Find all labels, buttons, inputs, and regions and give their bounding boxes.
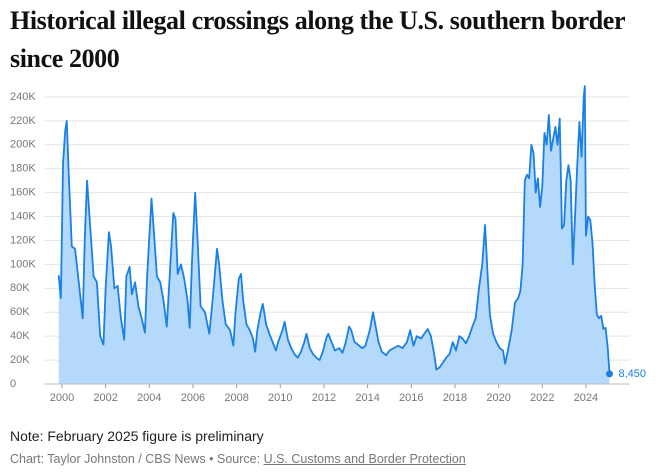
x-tick-label: 2024	[574, 392, 598, 404]
y-tick-label: 200K	[10, 139, 36, 151]
y-tick-label: 100K	[10, 258, 36, 270]
end-label: 8,450	[619, 368, 647, 380]
chart-title: Historical illegal crossings along the U…	[10, 6, 625, 73]
x-tick-label: 2000	[50, 392, 74, 404]
x-tick-label: 2020	[486, 392, 510, 404]
x-tick-label: 2022	[530, 392, 554, 404]
y-tick-label: 240K	[10, 91, 36, 103]
y-tick-label: 220K	[10, 115, 36, 127]
y-tick-label: 0	[10, 378, 16, 390]
chart: 0 20K 40K 60K 80K 100K 120K 140K 160K 180K 200K 220…	[10, 85, 647, 404]
y-tick-label: 140K	[10, 210, 36, 222]
x-tick-label: 2002	[93, 392, 117, 404]
y-tick-label: 160K	[10, 187, 36, 199]
source-line: Chart: Taylor Johnston / CBS News • Sour…	[10, 452, 466, 466]
x-tick-label: 2018	[443, 392, 467, 404]
x-tick-label: 2014	[355, 392, 379, 404]
x-tick-label: 2006	[181, 392, 205, 404]
y-tick-label: 120K	[10, 234, 36, 246]
y-tick-label: 40K	[10, 330, 30, 342]
y-tick-label: 80K	[10, 282, 30, 294]
x-tick-label: 2004	[137, 392, 161, 404]
line	[57, 85, 611, 374]
y-tick-label: 60K	[10, 306, 30, 318]
source-link[interactable]: U.S. Customs and Border Protection	[263, 452, 466, 466]
y-tick-label: 180K	[10, 163, 36, 175]
x-tick-label: 2012	[312, 392, 336, 404]
credit: Chart: Taylor Johnston / CBS News • Sour…	[10, 452, 261, 466]
y-tick-label: 20K	[10, 354, 30, 366]
x-tick-label: 2008	[224, 392, 248, 404]
end-dot	[606, 370, 614, 378]
note: Note: February 2025 figure is preliminar…	[10, 428, 264, 444]
x-tick-label: 2016	[399, 392, 423, 404]
area	[58, 86, 610, 384]
x-tick-label: 2010	[268, 392, 292, 404]
